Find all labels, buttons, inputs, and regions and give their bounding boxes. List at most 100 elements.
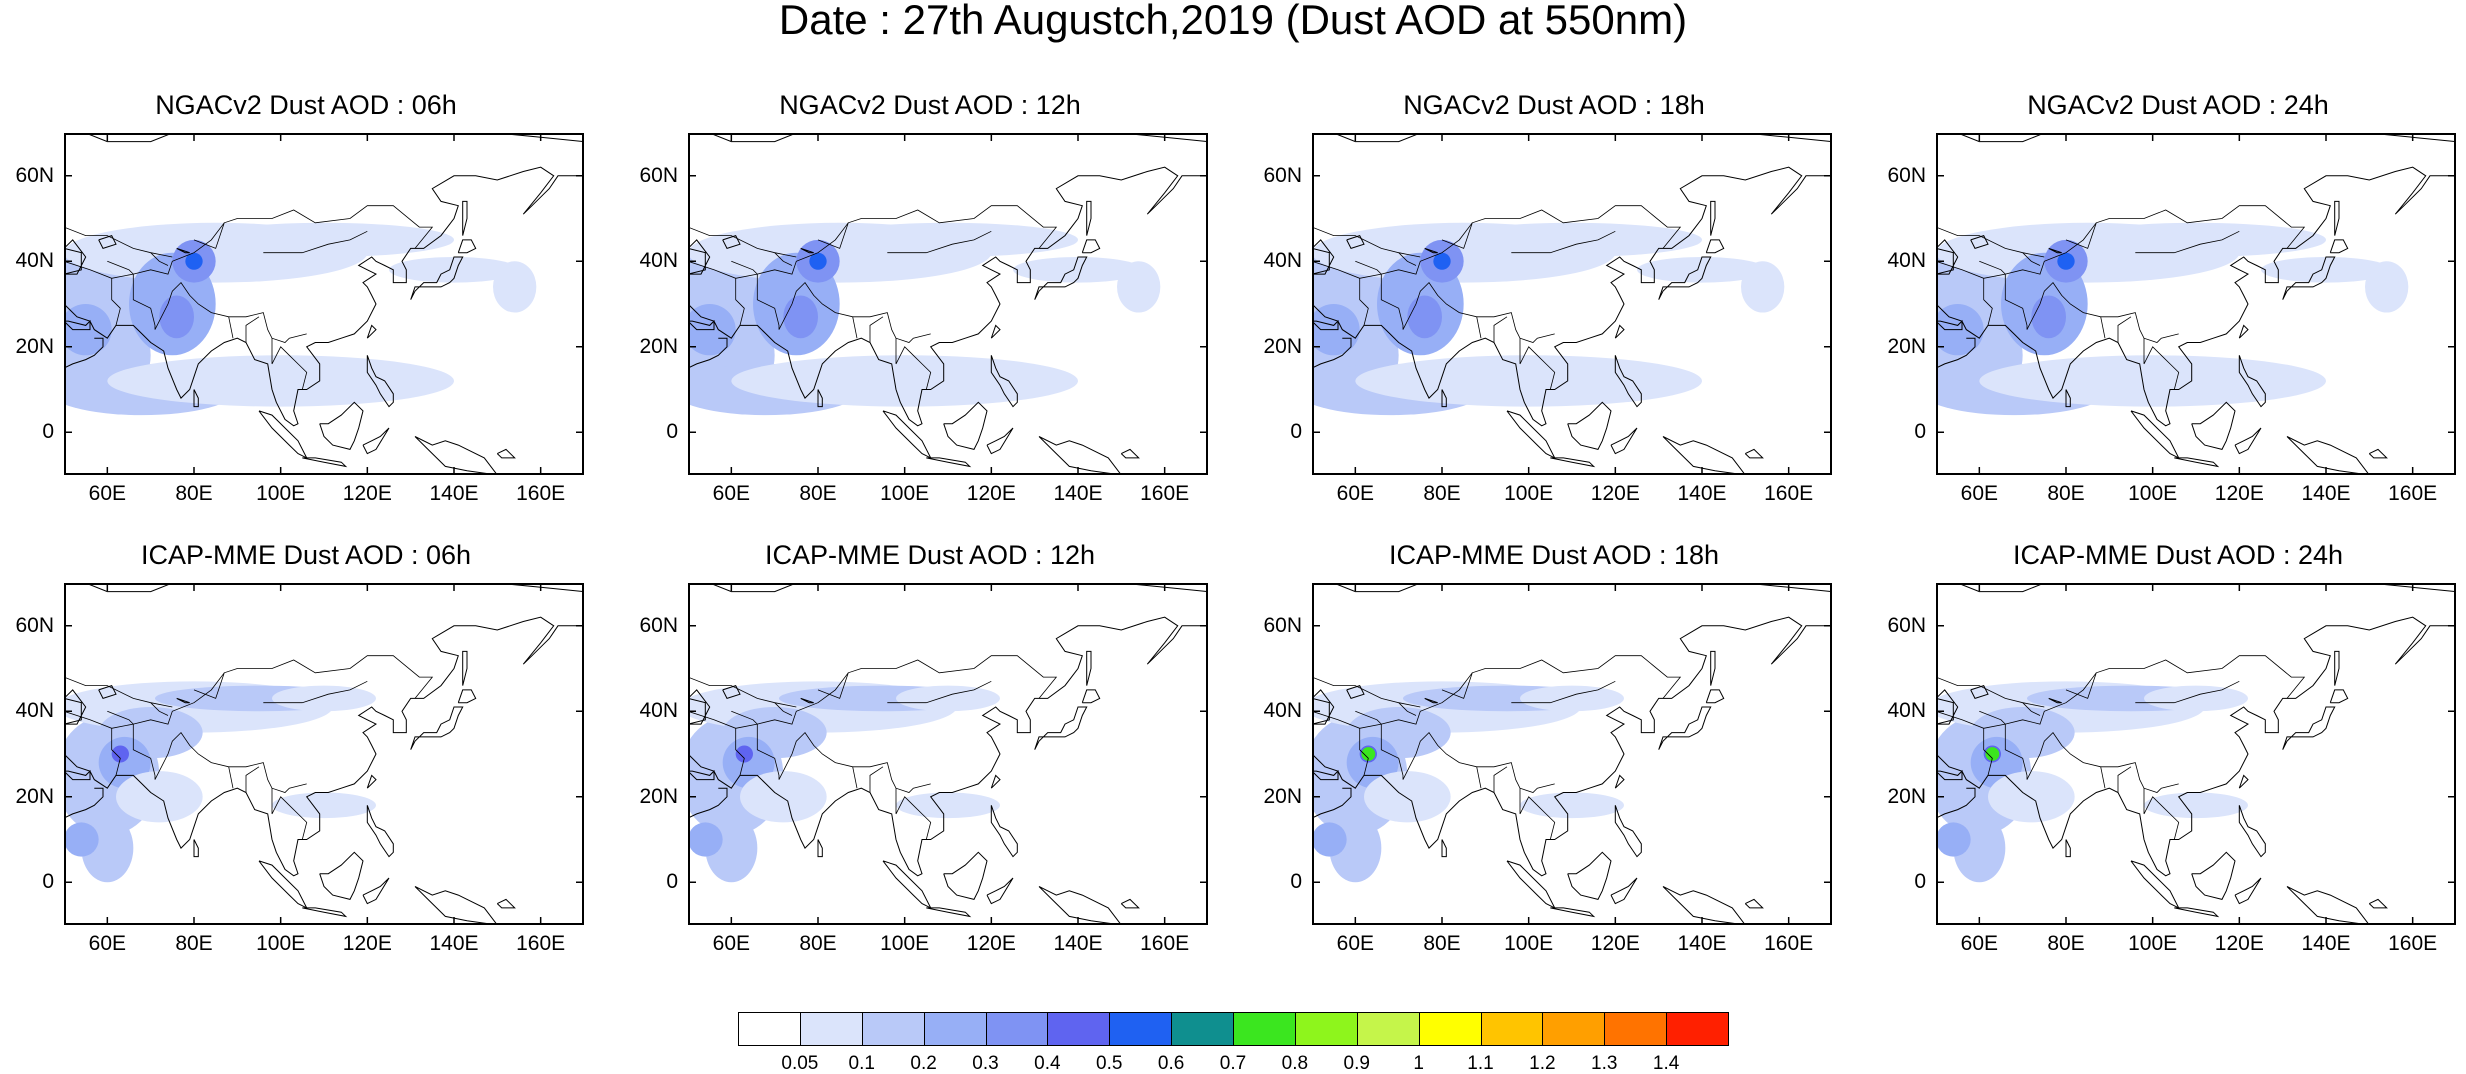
coastline [64, 769, 91, 781]
y-tick-label: 20N [1887, 784, 1926, 808]
dust-aod-field [1117, 261, 1161, 313]
coastline [457, 239, 477, 254]
country-border [64, 676, 173, 708]
country-border [2100, 766, 2106, 789]
coastline [800, 697, 814, 704]
x-tick-label: 80E [2047, 482, 2085, 505]
coastline [410, 256, 464, 300]
coastline [1120, 898, 1140, 909]
map-area [688, 583, 1208, 925]
coastline [1333, 133, 1832, 143]
dust-aod-field [1433, 252, 1451, 270]
coastline [2065, 389, 2071, 408]
coastline [1441, 389, 1447, 408]
map-panel-icap-24h: ICAP-MME Dust AOD : 24h 60N 40N 20N 0 60E 80E 1… [1882, 540, 2466, 955]
coastline [1424, 247, 1438, 254]
coastline [2334, 650, 2340, 686]
coastline [1312, 769, 1339, 781]
country-border [263, 680, 368, 704]
coastline [1936, 689, 1959, 725]
colorbar-swatch [738, 1012, 801, 1046]
y-tick-label: 60N [15, 163, 54, 187]
x-tick-label: 60E [88, 932, 127, 955]
x-tick-label: 160E [1140, 482, 1190, 505]
coastline [1346, 234, 1365, 250]
map-plot [1936, 133, 2456, 475]
country-border [1511, 680, 1616, 704]
x-tick-label: 60E [712, 482, 751, 505]
map-plot [64, 133, 584, 475]
y-tick-label: 20N [1263, 784, 1302, 808]
coastline [722, 684, 741, 700]
coastline [64, 166, 584, 427]
country-border [107, 260, 134, 275]
coastline [1614, 774, 1625, 789]
coastline [1957, 583, 2456, 593]
coastline [2191, 851, 2236, 900]
x-tick-label: 80E [799, 482, 837, 505]
country-border [1476, 316, 1482, 339]
map-frame-border [64, 583, 584, 925]
country-border [1312, 205, 1682, 279]
x-tick-label: 160E [2388, 482, 2438, 505]
coastline [1658, 256, 1712, 300]
coastline [1034, 706, 1088, 750]
coastline [2234, 877, 2262, 905]
coastline [1550, 457, 1596, 468]
coastline [1610, 427, 1638, 455]
x-tick-label: 140E [429, 482, 479, 505]
dust-aod-field [1013, 256, 1143, 283]
country-border [263, 230, 368, 254]
map-area [1312, 583, 1832, 925]
coastline [193, 389, 199, 408]
colorbar-swatch [923, 1012, 987, 1046]
colorbar-swatch [1356, 1012, 1420, 1046]
country-border [1519, 338, 1556, 390]
country-border [735, 278, 745, 326]
x-tick-label: 80E [2047, 932, 2085, 955]
coastline [2174, 907, 2220, 918]
y-tick-label: 20N [15, 784, 54, 808]
x-tick-label: 80E [175, 482, 213, 505]
colorbar-tick-label: 0.3 [972, 1053, 999, 1074]
colorbar-swatch [1604, 1012, 1668, 1046]
country-border [107, 710, 134, 725]
coastline [986, 427, 1014, 455]
coastline [64, 337, 104, 369]
x-tick-label: 60E [88, 482, 127, 505]
map-panel-ngac-24h: NGACv2 Dust AOD : 24h 60N 40N 20N 0 60E 80E 100… [1882, 90, 2466, 505]
map-frame-border [688, 133, 1208, 475]
panel-title: ICAP-MME Dust AOD : 06h [140, 540, 472, 570]
dust-aod-field [688, 822, 723, 857]
dust-aod-field [896, 792, 1000, 819]
coastline [1567, 401, 1612, 450]
coastline [990, 355, 1018, 408]
country-border [1936, 676, 2045, 708]
country-border [150, 702, 169, 716]
country-border [2135, 230, 2240, 254]
colorbar-swatch [1294, 1012, 1358, 1046]
panel-title: NGACv2 Dust AOD : 12h [779, 90, 1081, 120]
dust-aod-field [1741, 261, 1785, 313]
coastline [943, 851, 988, 900]
country-border [245, 316, 260, 343]
panel-title: NGACv2 Dust AOD : 24h [2027, 90, 2329, 120]
coastline [1312, 616, 1832, 877]
country-border [2143, 338, 2180, 390]
x-tick-label: 60E [712, 932, 751, 955]
country-border [688, 205, 1058, 279]
coastline [688, 787, 728, 819]
coastline [1120, 448, 1140, 459]
coastline [1710, 650, 1716, 686]
panel-title: ICAP-MME Dust AOD : 12h [764, 540, 1096, 570]
country-border [774, 252, 793, 266]
x-tick-label: 160E [1764, 932, 1814, 955]
map-area [64, 583, 584, 925]
x-tick-label: 120E [1590, 482, 1640, 505]
country-border [2117, 766, 2132, 793]
country-border [895, 788, 932, 840]
country-border [228, 316, 234, 339]
coastline [817, 839, 823, 858]
panel-title: ICAP-MME Dust AOD : 24h [2012, 540, 2344, 570]
coastline [2174, 457, 2220, 468]
